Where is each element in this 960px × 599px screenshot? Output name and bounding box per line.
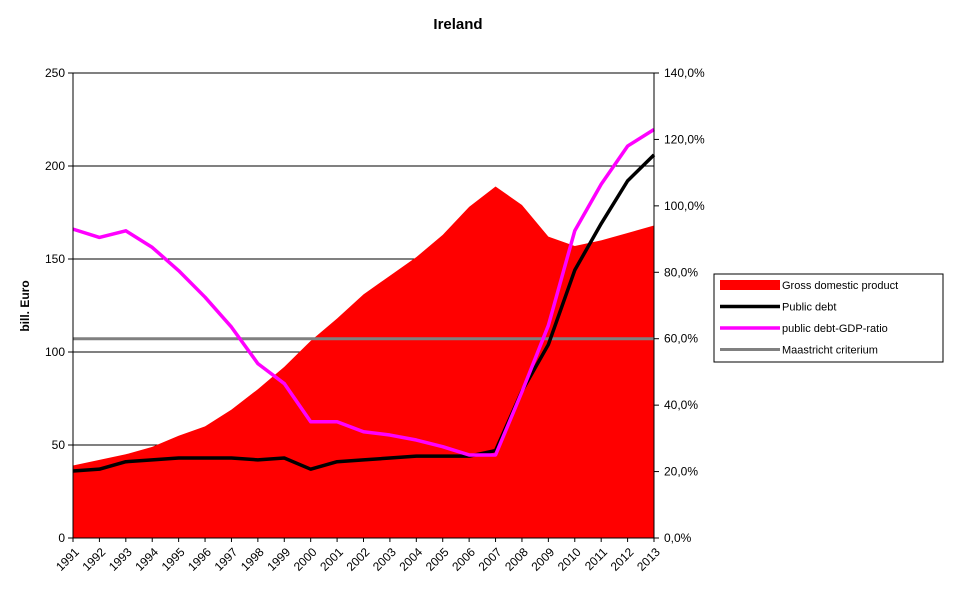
- x-tick-label: 2002: [344, 545, 373, 574]
- x-tick-label: 1996: [185, 545, 214, 574]
- legend-label: Maastricht criterium: [782, 345, 878, 357]
- x-tick-label: 2010: [555, 545, 584, 574]
- y-tick-label: 200: [45, 159, 65, 173]
- x-tick-label: 2006: [449, 545, 478, 574]
- legend-label: Gross domestic product: [782, 280, 898, 292]
- x-tick-label: 2007: [476, 545, 505, 574]
- x-tick-label: 1991: [53, 545, 82, 574]
- y2-tick-label: 0,0%: [664, 531, 692, 545]
- y2-tick-label: 20,0%: [664, 465, 698, 479]
- legend-swatch-gdp: [720, 280, 780, 290]
- y-tick-label: 100: [45, 345, 65, 359]
- line-series-debt-ratio: [72, 127, 655, 457]
- x-tick-label: 2004: [396, 545, 425, 574]
- y2-tick-label: 80,0%: [664, 265, 698, 279]
- area-series: [73, 186, 654, 538]
- x-tick-labels: 1991199219931994199519961997199819992000…: [53, 545, 663, 574]
- line-series-public-debt: [72, 153, 656, 473]
- y-tick-label: 0: [58, 531, 65, 545]
- x-tick-label: 1994: [132, 545, 161, 574]
- y2-tick-label: 60,0%: [664, 332, 698, 346]
- area-series-gdp: [73, 186, 654, 538]
- y-tick-label: 150: [45, 252, 65, 266]
- legend-label: public debt-GDP-ratio: [782, 323, 888, 335]
- y-tick-label: 250: [45, 66, 65, 80]
- x-tick-label: 2000: [291, 545, 320, 574]
- x-tick-label: 2009: [528, 545, 557, 574]
- x-tick-label: 1998: [238, 545, 267, 574]
- legend-label: Public debt: [782, 302, 836, 314]
- y2-tick-label: 100,0%: [664, 199, 705, 213]
- y2-tick-label: 120,0%: [664, 132, 705, 146]
- y-tick-label: 50: [52, 438, 66, 452]
- x-tick-label: 2005: [423, 545, 452, 574]
- x-tick-label: 1997: [212, 545, 241, 574]
- x-tick-label: 2012: [608, 545, 637, 574]
- chart-title: Ireland: [433, 16, 482, 33]
- x-tick-label: 1995: [159, 545, 188, 574]
- x-tick-label: 2013: [634, 545, 663, 574]
- x-tick-label: 1999: [264, 545, 293, 574]
- line-series: [72, 127, 656, 473]
- y2-tick-label: 140,0%: [664, 66, 705, 80]
- x-tick-label: 1992: [80, 545, 109, 574]
- axes: [68, 72, 659, 542]
- x-tick-label: 2001: [317, 545, 346, 574]
- x-tick-label: 1993: [106, 545, 135, 574]
- y-axis-title: bill. Euro: [18, 280, 32, 331]
- x-tick-label: 2003: [370, 545, 399, 574]
- x-tick-label: 2008: [502, 545, 531, 574]
- y2-tick-labels: 0,0% 20,0% 40,0% 60,0% 80,0% 100,0% 120,0% 140,…: [664, 66, 705, 545]
- legend: Gross domestic product Public debt public …: [713, 273, 944, 363]
- x-tick-label: 2011: [582, 545, 610, 573]
- y2-tick-label: 40,0%: [664, 398, 698, 412]
- y-tick-labels: 0 50 100 150 200 250: [45, 66, 65, 545]
